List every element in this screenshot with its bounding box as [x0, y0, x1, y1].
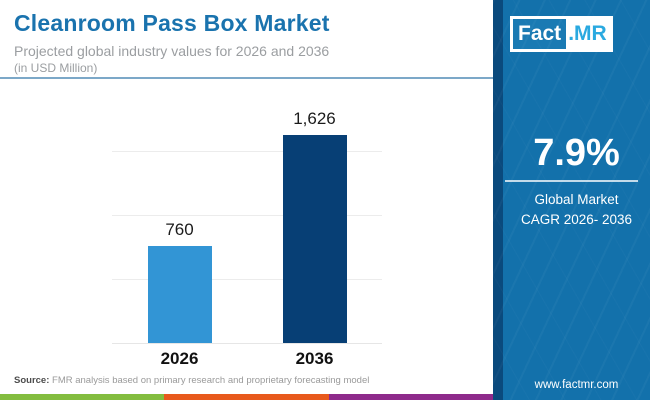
source-text: FMR analysis based on primary research a…: [49, 375, 370, 386]
cagr-label-line1: Global Market: [534, 192, 619, 207]
page-title: Cleanroom Pass Box Market: [14, 10, 330, 36]
unit-note: (in USD Million): [14, 61, 98, 75]
strip-purple: [328, 394, 493, 400]
gridline-1000: [112, 215, 382, 216]
bar-value-label: 1,626: [293, 108, 336, 128]
cagr-label-line2: CAGR 2026- 2036: [520, 211, 633, 227]
header: Cleanroom Pass Box Market Projected glob…: [14, 10, 484, 75]
x-tick-2036: 2036: [295, 349, 334, 368]
bar-chart: 760 1,626: [112, 87, 382, 344]
x-axis-labels: 2026 2036: [112, 349, 382, 371]
strip-orange: [164, 394, 329, 400]
source-note: Source: FMR analysis based on primary re…: [14, 375, 369, 386]
header-divider: [0, 77, 493, 79]
stat-divider: [505, 180, 638, 182]
side-panel: Fact .MR 7.9% Global Market CAGR 2026- 2…: [493, 0, 650, 400]
gridline-1500: [112, 151, 382, 152]
website-url: www.factmr.com: [534, 379, 619, 391]
factmr-logo: Fact .MR: [510, 16, 613, 52]
bar-group-2026: 760: [112, 87, 247, 343]
content-area: Cleanroom Pass Box Market Projected glob…: [0, 10, 493, 400]
gridline-500: [112, 279, 382, 280]
x-tick-2026: 2026: [160, 349, 199, 368]
x-axis-baseline: [112, 343, 382, 344]
page-subtitle: Projected global industry values for 202…: [14, 43, 330, 59]
source-label: Source:: [14, 375, 50, 386]
bar-value-label: 760: [165, 219, 194, 239]
panel-left-edge: [493, 0, 503, 400]
strip-green: [0, 394, 165, 400]
cagr-label: Global Market CAGR 2026- 2036: [503, 190, 650, 229]
logo-fact-part: Fact: [513, 19, 567, 49]
bar-2036: [282, 134, 347, 343]
bar-group-2036: 1,626: [247, 87, 382, 343]
logo-mr-part: .MR: [566, 19, 610, 49]
footer-color-strip: [0, 394, 493, 400]
cagr-value: 7.9%: [533, 132, 620, 174]
bar-2026: [147, 245, 212, 343]
